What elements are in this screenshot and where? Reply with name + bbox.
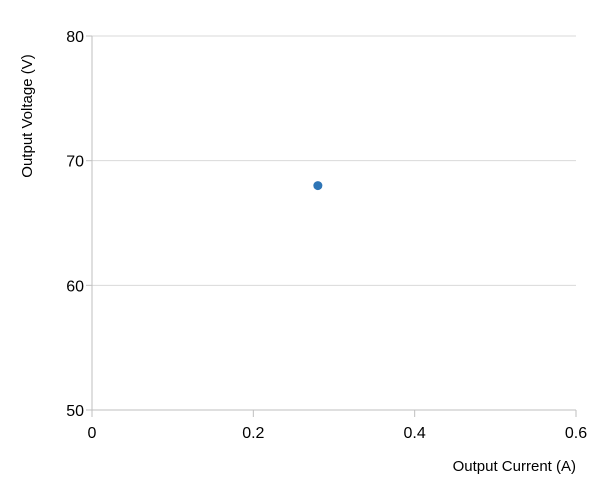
x-axis-title: Output Current (A) [453,458,576,475]
y-tick-label: 70 [66,154,84,171]
x-tick-label: 0.6 [565,425,587,442]
y-tick-label: 50 [66,403,84,420]
x-tick-label: 0 [88,425,97,442]
y-axis-title: Output Voltage (V) [19,54,36,177]
y-tick-label: 60 [66,278,84,295]
data-point [313,181,323,191]
x-tick-label: 0.4 [404,425,426,442]
y-tick-label: 80 [66,29,84,46]
gridlines [92,35,576,286]
x-tick-label: 0.2 [242,425,264,442]
data-points [313,181,323,191]
tick-labels: 50 60 70 80 0 0.2 0.4 0.6 [66,29,587,442]
axes [86,35,577,417]
